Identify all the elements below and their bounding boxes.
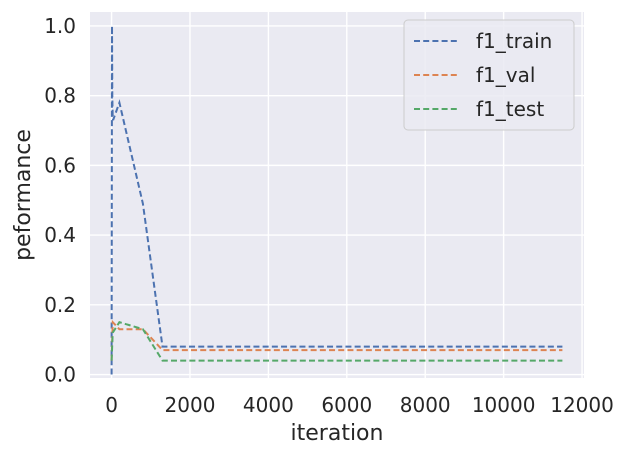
x-axis-ticks: 0 2000 4000 6000 8000 10000 12000 (105, 393, 614, 417)
legend-entry: f1_test (476, 97, 544, 121)
legend: f1_train f1_val f1_test (403, 19, 575, 131)
x-tick-label: 12000 (550, 393, 614, 417)
legend-entry: f1_train (476, 29, 552, 53)
x-axis-label: iteration (291, 421, 384, 446)
y-tick-label: 0.2 (44, 293, 76, 317)
legend-box (403, 19, 575, 131)
x-tick-label: 10000 (472, 393, 536, 417)
x-tick-label: 4000 (243, 393, 294, 417)
legend-entry: f1_val (476, 63, 535, 87)
y-axis-ticks: 0.0 0.2 0.4 0.6 0.8 1.0 (44, 14, 76, 387)
gridlines (90, 12, 584, 378)
x-tick-label: 6000 (321, 393, 372, 417)
x-tick-label: 8000 (400, 393, 451, 417)
y-tick-label: 0.6 (44, 153, 76, 177)
series-line-f1-val (110, 319, 563, 361)
series-line-f1-test (110, 321, 563, 362)
series-line-f1-train (110, 25, 563, 375)
y-tick-label: 0.4 (44, 223, 76, 247)
y-tick-label: 1.0 (44, 14, 76, 38)
x-tick-label: 2000 (165, 393, 216, 417)
y-tick-label: 0.0 (44, 363, 76, 387)
x-tick-label: 0 (105, 393, 118, 417)
y-tick-label: 0.8 (44, 84, 76, 108)
y-axis-label: peformance (11, 129, 36, 261)
series-lines (110, 25, 563, 375)
